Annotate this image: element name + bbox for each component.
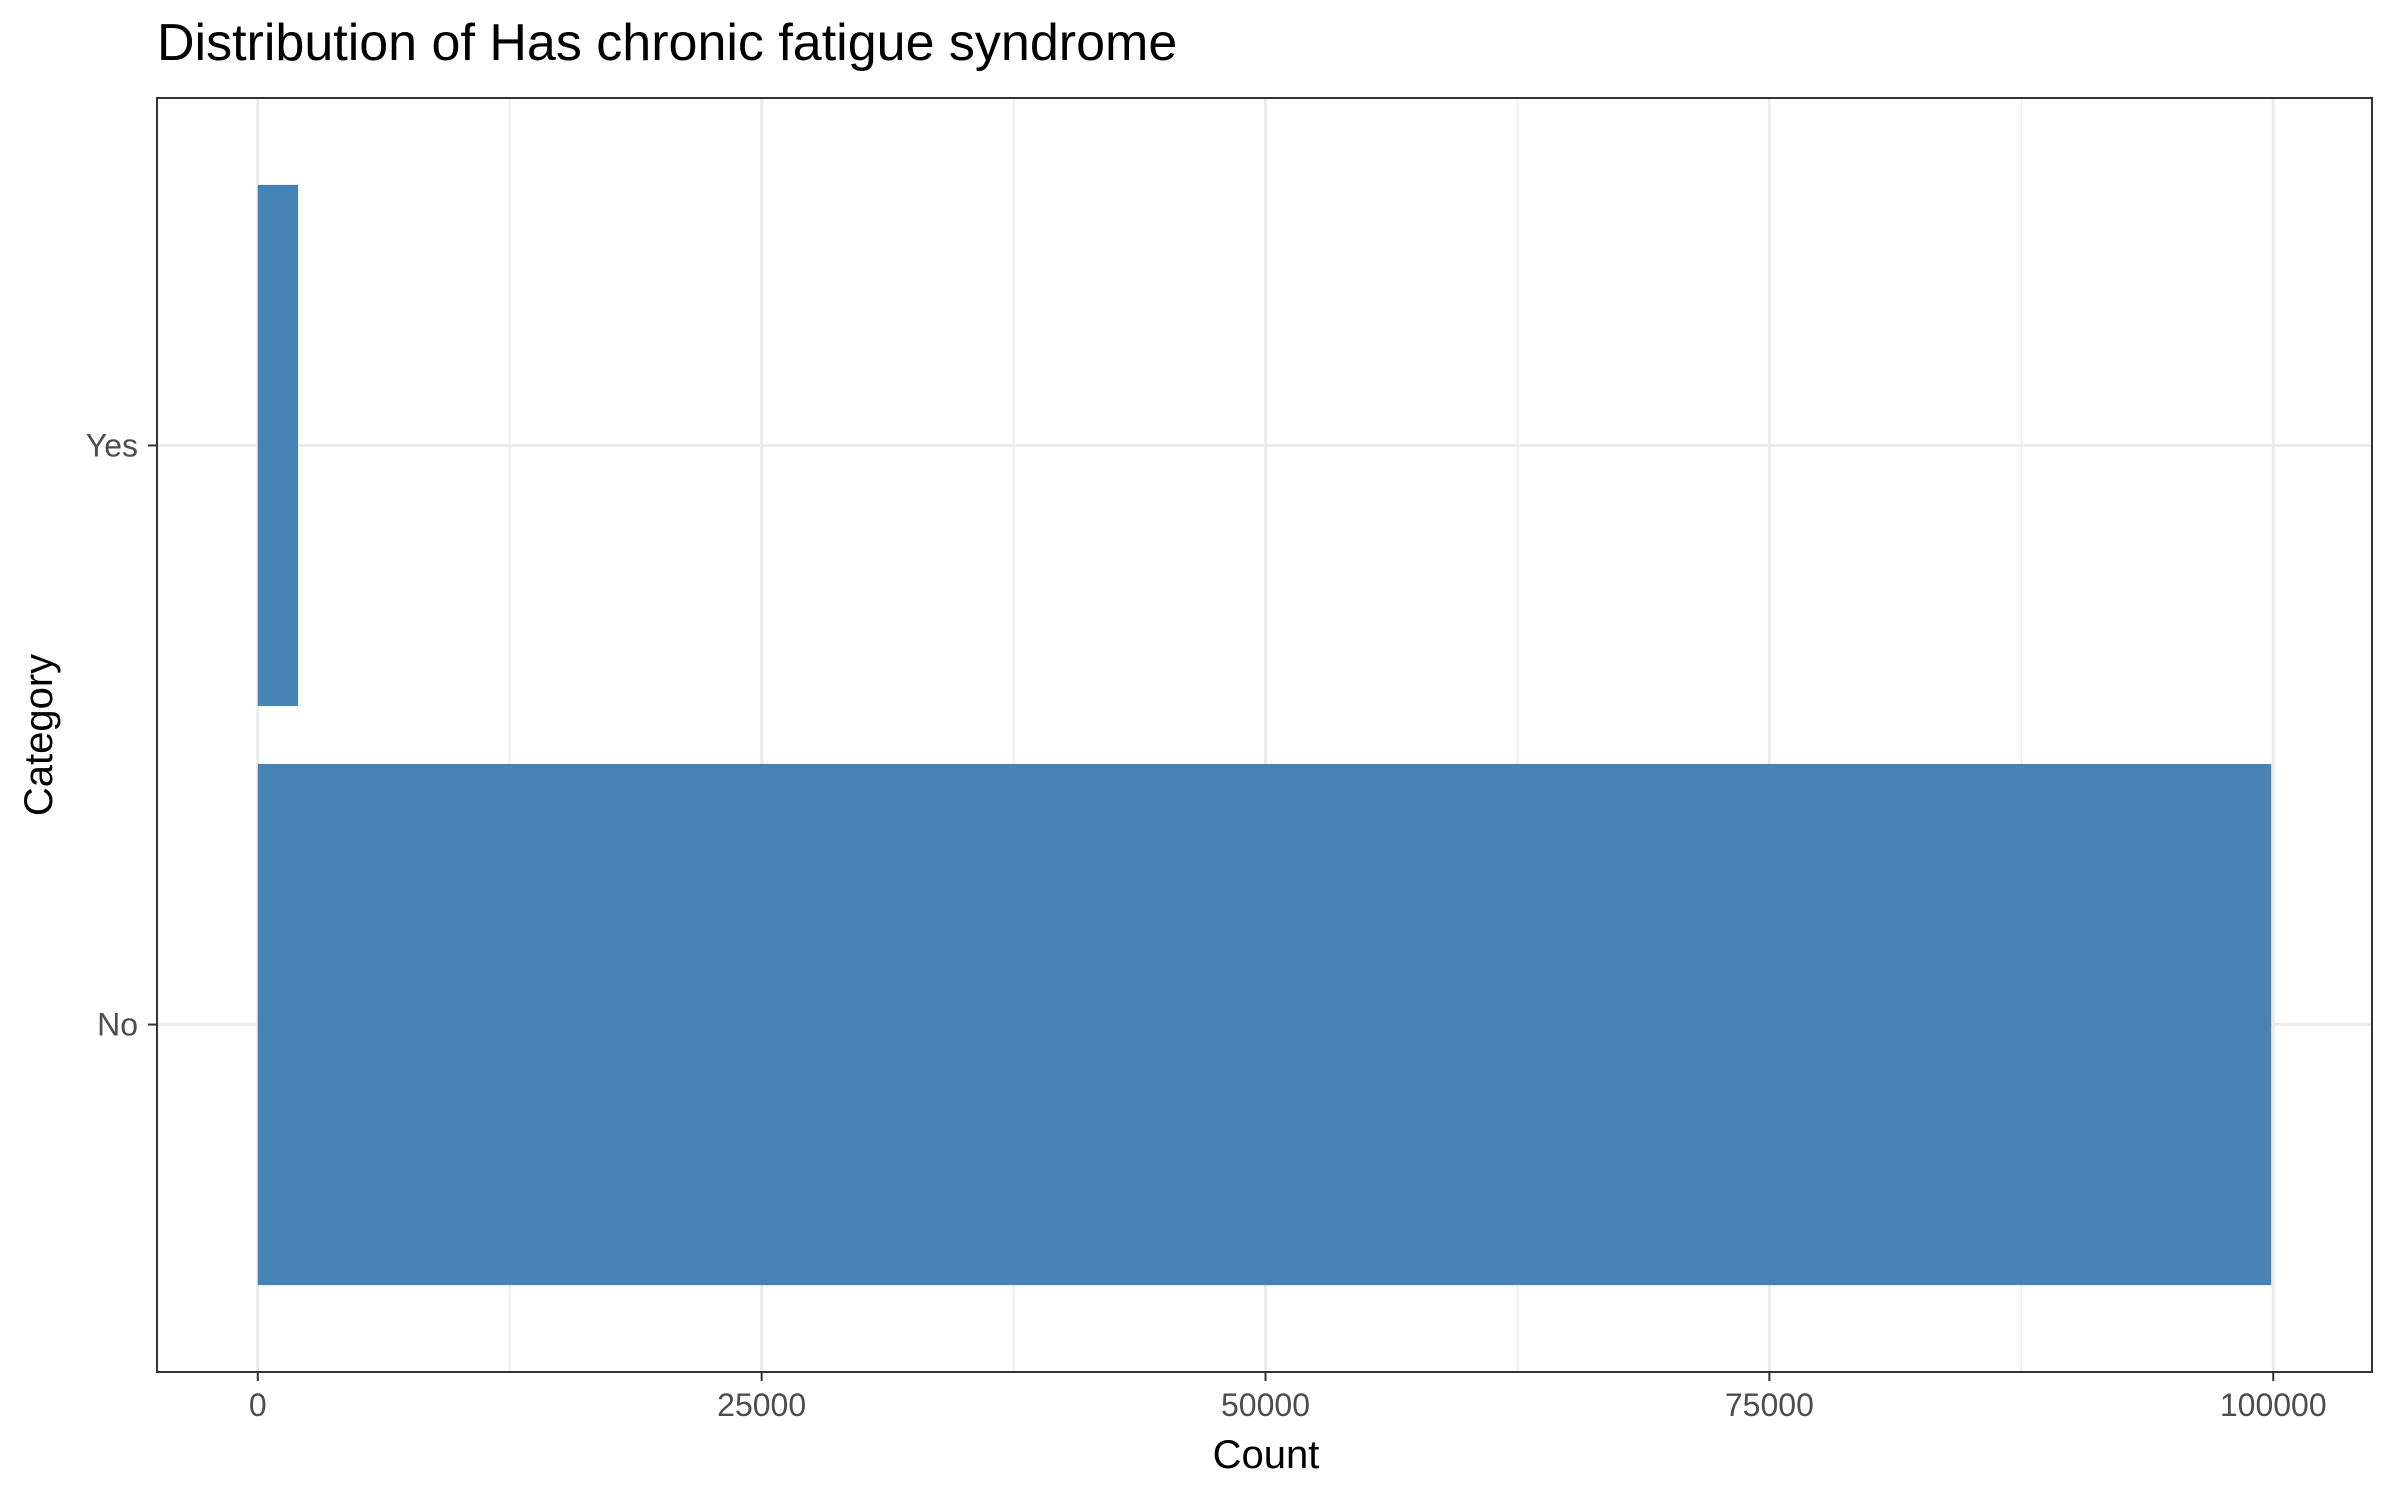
y-tick-label-yes: Yes [86, 427, 138, 463]
bar-no [257, 763, 2272, 1286]
x-tick-label: 50000 [1221, 1387, 1310, 1423]
chart-title: Distribution of Has chronic fatigue synd… [157, 14, 1177, 72]
bar-yes [257, 184, 299, 707]
y-tick-label-no: No [97, 1007, 138, 1043]
y-axis-title: Category [17, 654, 61, 816]
y-axis: No Yes [86, 427, 157, 1043]
x-tick-label: 0 [249, 1387, 267, 1423]
x-tick-label: 25000 [717, 1387, 806, 1423]
plot-panel-border [156, 97, 2373, 1373]
x-tick-label: 100000 [2220, 1387, 2327, 1423]
x-axis: 0 25000 50000 75000 100000 [249, 1372, 2327, 1423]
x-axis-title: Count [1213, 1433, 1320, 1477]
bars [257, 184, 2272, 1286]
x-tick-label: 75000 [1725, 1387, 1814, 1423]
